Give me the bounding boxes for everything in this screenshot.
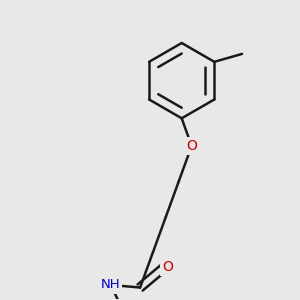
Text: O: O <box>162 260 173 274</box>
Text: O: O <box>186 139 197 153</box>
Text: NH: NH <box>101 278 120 292</box>
